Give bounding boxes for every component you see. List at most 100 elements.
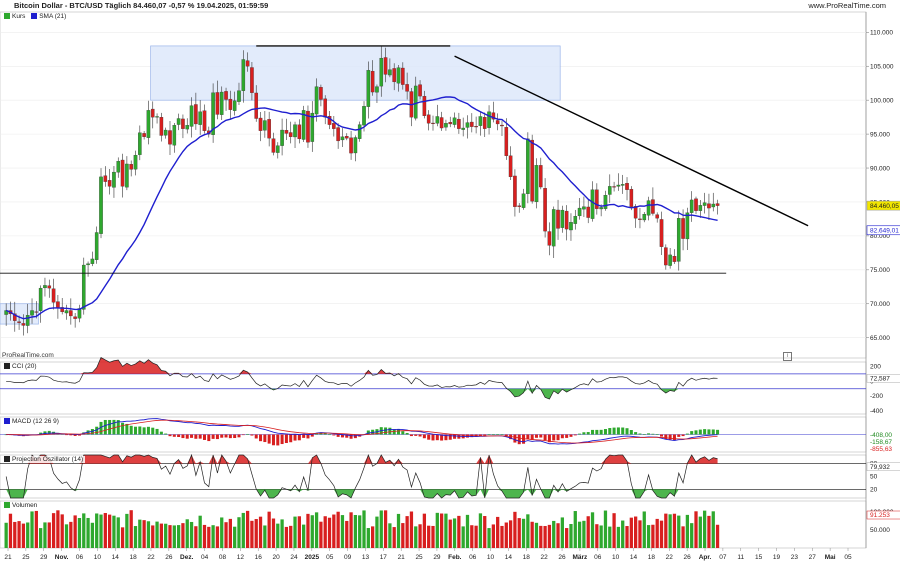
- candle-body: [474, 126, 478, 128]
- macd-hist-bar: [108, 419, 112, 435]
- volume-bar: [211, 525, 215, 548]
- candle: [495, 113, 500, 131]
- volume-bar: [129, 510, 133, 548]
- x-tick-label: 26: [165, 554, 173, 561]
- volume-bar: [336, 511, 340, 548]
- candle-body: [642, 214, 647, 221]
- candle: [539, 157, 543, 190]
- candle: [4, 303, 8, 326]
- macd-hist-bar: [194, 434, 198, 439]
- volume-bar: [677, 515, 681, 548]
- volume-bar: [405, 516, 409, 548]
- candle-body: [332, 123, 336, 129]
- macd-hist-bar: [366, 430, 370, 435]
- volume-bar: [194, 526, 198, 548]
- candle: [17, 315, 21, 330]
- x-tick-label: Nov.: [55, 554, 69, 561]
- macd-hist-bar: [409, 434, 413, 437]
- candle: [474, 116, 478, 134]
- cci-label: CCI (20): [2, 363, 39, 370]
- macd-hist-bar: [185, 434, 189, 439]
- volume-bar: [267, 511, 271, 548]
- candle: [133, 150, 138, 176]
- volume-bar: [125, 513, 129, 548]
- sma-price-label: 82.649,01: [870, 228, 899, 235]
- candle-body: [81, 264, 86, 310]
- volume-bar: [103, 513, 107, 548]
- volume-bar: [396, 513, 401, 548]
- candle-body: [288, 132, 293, 137]
- candle-body: [694, 198, 698, 211]
- cci-label-text: CCI (20): [12, 363, 37, 370]
- candle: [612, 181, 616, 192]
- macd-hist-bar: [384, 427, 388, 435]
- candle: [642, 212, 647, 223]
- candle: [517, 203, 522, 213]
- macd-hist-bar: [660, 434, 664, 437]
- x-tick-label: 05: [326, 554, 334, 561]
- x-tick-label: 08: [219, 554, 227, 561]
- candle-body: [482, 117, 487, 129]
- volume-bar: [332, 514, 336, 548]
- candle-body: [25, 315, 30, 326]
- candle-body: [392, 68, 396, 83]
- candle: [521, 188, 526, 210]
- macd-hist-bar: [685, 433, 689, 435]
- candle-body: [138, 132, 142, 155]
- macd-hist-bar: [599, 429, 603, 435]
- proj-label-text: Projection Oszillator (14): [12, 456, 84, 463]
- volume-bar: [422, 513, 427, 548]
- volume-bar: [172, 525, 176, 548]
- macd-hist-bar: [353, 434, 357, 439]
- candle: [245, 52, 250, 72]
- x-tick-label: 13: [362, 554, 370, 561]
- candle-body: [629, 189, 634, 207]
- macd-hist-bar: [504, 434, 508, 437]
- x-tick-label: 27: [809, 554, 817, 561]
- candle: [194, 92, 198, 130]
- volume-bar: [427, 525, 431, 548]
- candle-body: [150, 108, 155, 118]
- volume-bar: [612, 513, 616, 548]
- volume-bar: [56, 510, 60, 548]
- candle: [86, 261, 90, 277]
- macd-hist-bar: [711, 429, 715, 435]
- candle-body: [344, 136, 349, 139]
- candle-body: [146, 110, 151, 138]
- info-icon[interactable]: i: [783, 352, 792, 361]
- candle-body: [521, 193, 526, 208]
- volume-bar: [534, 522, 539, 548]
- candle: [603, 190, 608, 211]
- volume-bar: [487, 528, 491, 548]
- volume-bar: [608, 526, 612, 548]
- candle: [582, 196, 586, 218]
- volume-bar: [370, 526, 375, 548]
- chart-title: Bitcoin Dollar - BTC/USD Täglich 84.460,…: [14, 1, 269, 10]
- candle: [569, 213, 573, 241]
- macd-hist-bar: [336, 434, 340, 437]
- candle: [64, 304, 69, 320]
- candle-body: [500, 124, 504, 127]
- candle-body: [181, 118, 185, 129]
- x-tick-label: 05: [844, 554, 852, 561]
- candle-body: [90, 258, 95, 264]
- macd-hist-bar: [138, 426, 142, 435]
- candle: [258, 112, 263, 142]
- price-legend: Kurs SMA (21): [2, 13, 69, 20]
- source-link[interactable]: www.ProRealTime.com: [808, 1, 886, 10]
- volume-bar: [590, 512, 595, 548]
- volume-bar: [702, 510, 707, 548]
- volume-bar: [86, 517, 90, 548]
- candle-body: [422, 96, 427, 116]
- macd-hist-bar: [125, 423, 129, 435]
- macd-label-text: MACD (12 26 9): [12, 418, 59, 425]
- macd-hist-bar: [65, 434, 69, 436]
- macd-hist-bar: [121, 422, 125, 435]
- candle-body: [646, 200, 651, 216]
- macd-hist-bar: [668, 434, 672, 440]
- candle: [461, 117, 465, 137]
- candle-body: [64, 310, 69, 314]
- candle: [625, 177, 629, 201]
- volume-bar: [258, 516, 263, 548]
- macd-hist-bar: [578, 433, 582, 435]
